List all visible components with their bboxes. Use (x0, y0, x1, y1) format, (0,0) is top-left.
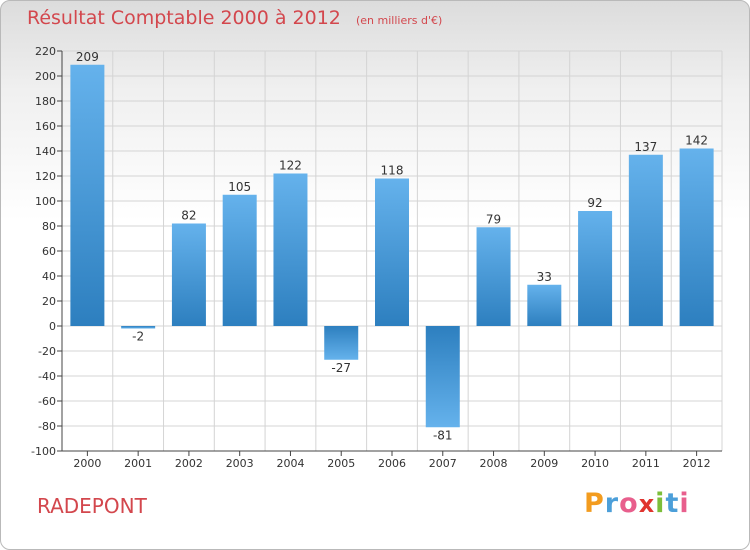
x-tick-label: 2003 (226, 457, 254, 470)
y-tick-label: -20 (38, 345, 56, 358)
logo-letter: r (604, 488, 620, 519)
logo-letter: o (619, 488, 639, 519)
data-label: -81 (433, 428, 453, 442)
x-tick-label: 2002 (175, 457, 203, 470)
bar (324, 326, 359, 360)
bar (628, 154, 663, 326)
bar (273, 173, 308, 326)
y-tick-label: 40 (42, 270, 56, 283)
y-tick-label: -60 (38, 395, 56, 408)
data-label: 105 (228, 180, 251, 194)
x-tick-label: 2007 (429, 457, 457, 470)
data-label: 142 (685, 134, 708, 148)
logo-letter: P (584, 488, 605, 519)
proxiti-logo[interactable]: Proxiti (584, 488, 690, 519)
x-tick-label: 2001 (124, 457, 152, 470)
bar (425, 326, 460, 428)
y-tick-label: 200 (35, 70, 56, 83)
bar (121, 326, 156, 329)
x-tick-label: 2012 (683, 457, 711, 470)
data-label: 137 (634, 140, 657, 154)
logo-letter: i (679, 488, 690, 519)
x-tick-label: 2008 (480, 457, 508, 470)
x-tick-label: 2006 (378, 457, 406, 470)
bar (70, 64, 105, 326)
bar (171, 223, 206, 326)
y-tick-label: 0 (49, 320, 56, 333)
logo-letter: i (655, 488, 666, 519)
y-tick-label: -80 (38, 420, 56, 433)
data-label: 92 (587, 196, 602, 210)
y-tick-label: 140 (35, 145, 56, 158)
y-tick-label: 220 (35, 45, 56, 58)
title-unit: (en milliers d'€) (355, 14, 443, 27)
title-text: Résultat Comptable 2000 à 2012 (27, 7, 341, 29)
data-label: 122 (279, 159, 302, 173)
data-label: 118 (381, 164, 404, 178)
bar (679, 148, 714, 326)
y-tick-label: -40 (38, 370, 56, 383)
bar-layer (70, 64, 714, 428)
x-tick-label: 2009 (530, 457, 558, 470)
y-tick-label: 60 (42, 245, 56, 258)
bar (527, 284, 562, 326)
logo-letter: x (638, 490, 656, 518)
data-label: -2 (132, 330, 144, 344)
x-tick-label: 2005 (327, 457, 355, 470)
x-tick-label: 2010 (581, 457, 609, 470)
data-label: 33 (537, 270, 552, 284)
y-tick-label: 160 (35, 120, 56, 133)
x-tick-label: 2000 (73, 457, 101, 470)
axis-layer: -100 -80 -60 -40 -20 0 20 40 60 80 100 120 140 160 180… (31, 45, 722, 470)
y-tick-label: 180 (35, 95, 56, 108)
bar (222, 194, 257, 326)
data-label: 79 (486, 212, 501, 226)
bar (578, 211, 613, 326)
commune-name: RADEPONT (37, 494, 147, 518)
label-layer: 209 -2 82 105 122 -27 118 -81 79 33 92 137 142 (76, 50, 708, 443)
logo-letter: t (665, 488, 680, 519)
y-tick-label: 20 (42, 295, 56, 308)
data-label: -27 (331, 361, 351, 375)
data-label: 82 (181, 209, 196, 223)
y-tick-label: 80 (42, 220, 56, 233)
chart-title: Résultat Comptable 2000 à 2012 (en milli… (27, 7, 442, 29)
y-tick-label: 120 (35, 170, 56, 183)
x-tick-label: 2004 (276, 457, 304, 470)
bar (476, 227, 511, 326)
y-tick-label: -100 (31, 445, 56, 458)
x-tick-label: 2011 (632, 457, 660, 470)
bar (375, 178, 409, 326)
data-label: 209 (76, 50, 99, 64)
y-tick-label: 100 (35, 195, 56, 208)
